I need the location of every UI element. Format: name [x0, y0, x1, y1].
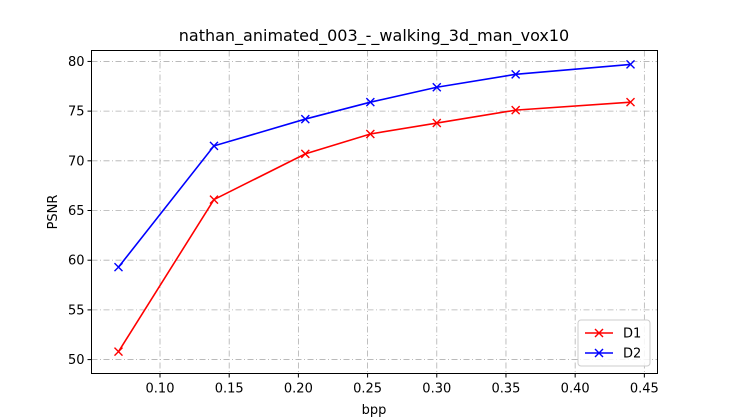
y-tick-label: 50 — [68, 353, 85, 368]
y-axis-ticks: 50 55 60 65 70 75 80 — [68, 55, 92, 368]
y-axis-label: PSNR — [46, 195, 61, 230]
plot-frame — [91, 50, 658, 374]
marker-stroke — [365, 97, 375, 107]
grid — [91, 50, 658, 374]
marker-stroke — [432, 118, 442, 128]
series-layer — [113, 59, 636, 357]
marker-stroke — [300, 114, 310, 124]
y-tick-label: 60 — [68, 254, 85, 269]
y-tick-label: 80 — [68, 55, 85, 70]
data-point-d2 — [113, 262, 123, 272]
marker-stroke — [626, 59, 636, 69]
marker-stroke — [300, 149, 310, 159]
data-point-d1 — [511, 105, 521, 115]
y-tick-label: 75 — [68, 105, 85, 120]
data-point-d1 — [300, 149, 310, 159]
x-tick-label: 0.45 — [630, 382, 659, 397]
data-point-d2 — [209, 141, 219, 151]
legend-label-d1: D1 — [623, 327, 641, 342]
data-point-d2 — [511, 69, 521, 79]
marker-stroke — [113, 347, 123, 357]
x-tick-label: 0.10 — [146, 382, 175, 397]
x-axis-ticks: 0.10 0.15 0.20 0.25 0.30 0.35 0.40 0.45 — [146, 373, 659, 397]
x-tick-label: 0.30 — [422, 382, 451, 397]
legend-entry-d2: D2 — [585, 347, 641, 362]
marker-stroke — [432, 82, 442, 92]
legend-marker — [594, 348, 604, 358]
legend-entry-d1: D1 — [585, 327, 641, 342]
marker-stroke — [511, 69, 521, 79]
y-tick-label: 55 — [68, 303, 85, 318]
marker-stroke — [209, 195, 219, 205]
data-point-d2 — [300, 114, 310, 124]
data-point-d1 — [365, 129, 375, 139]
x-tick-label: 0.25 — [353, 382, 382, 397]
y-tick-label: 70 — [68, 154, 85, 169]
marker-stroke — [113, 262, 123, 272]
x-tick-label: 0.40 — [561, 382, 590, 397]
data-point-d2 — [626, 59, 636, 69]
x-tick-label: 0.35 — [491, 382, 520, 397]
marker-stroke — [365, 129, 375, 139]
x-tick-label: 0.15 — [215, 382, 244, 397]
data-point-d1 — [209, 195, 219, 205]
data-point-d1 — [113, 347, 123, 357]
marker-stroke — [209, 141, 219, 151]
y-tick-label: 65 — [68, 204, 85, 219]
x-tick-label: 0.20 — [284, 382, 313, 397]
data-point-d2 — [432, 82, 442, 92]
data-point-d2 — [365, 97, 375, 107]
marker-stroke — [511, 105, 521, 115]
x-axis-label: bpp — [362, 403, 387, 418]
chart-title: nathan_animated_003_-_walking_3d_man_vox… — [179, 26, 569, 46]
marker-stroke — [626, 97, 636, 107]
legend-label-d2: D2 — [623, 347, 641, 362]
data-point-d1 — [432, 118, 442, 128]
data-point-d1 — [626, 97, 636, 107]
legend-box — [577, 319, 651, 367]
legend-marker — [594, 328, 604, 338]
